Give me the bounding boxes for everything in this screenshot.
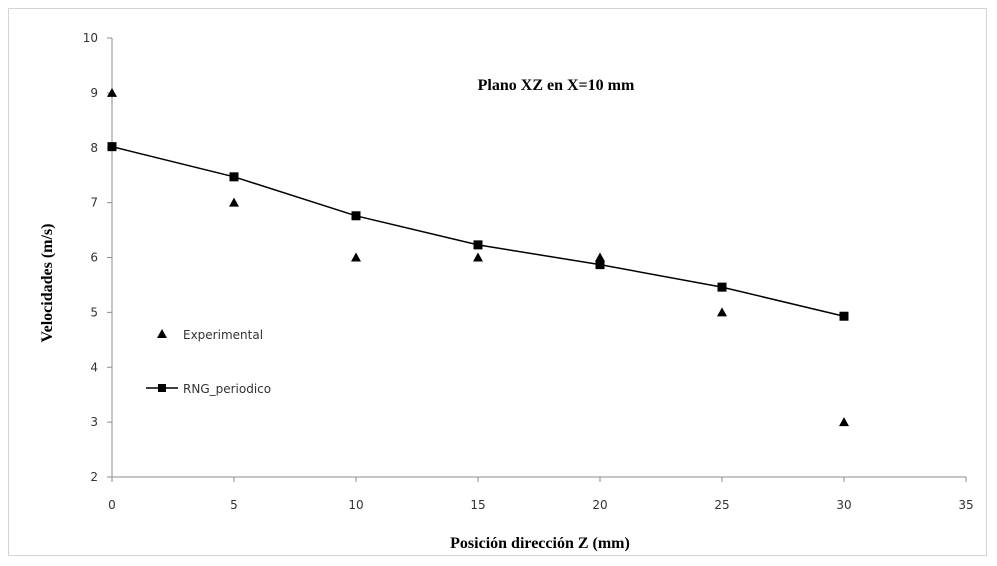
y-ticks: 2 3 4 5 6 7 8 9 10	[83, 31, 112, 484]
x-axis-label: Posición dirección Z (mm)	[450, 535, 630, 552]
data-point-triangle	[717, 307, 727, 317]
axes	[111, 38, 966, 478]
legend-item-rng-periodico: RNG_periodico	[146, 382, 271, 396]
y-tick-label: 8	[90, 141, 98, 155]
legend-triangle-icon	[157, 329, 167, 338]
x-tick-label: 0	[108, 498, 116, 512]
x-tick-label: 10	[348, 498, 363, 512]
series-line-rng-periodico	[111, 145, 845, 317]
data-point-triangle	[107, 87, 117, 97]
data-point-triangle	[351, 252, 361, 262]
data-point-triangle	[839, 417, 849, 427]
y-tick-label: 5	[90, 305, 98, 319]
x-ticks: 0 5 10 15 20 25 30 35	[108, 477, 974, 512]
data-point-square	[107, 142, 117, 152]
data-point-triangle	[595, 252, 605, 262]
data-point-triangle	[473, 252, 483, 262]
y-tick-label: 9	[90, 86, 98, 100]
data-point-square	[717, 282, 727, 292]
x-tick-label: 30	[836, 498, 851, 512]
y-tick-label: 4	[90, 360, 98, 374]
data-point-square	[229, 172, 239, 182]
data-point-square	[351, 211, 361, 221]
series-experimental	[107, 87, 849, 427]
chart-frame	[8, 8, 987, 556]
x-tick-label: 15	[470, 498, 485, 512]
data-point-square	[595, 260, 605, 270]
legend-label-rng-periodico: RNG_periodico	[183, 382, 271, 396]
series-rng-periodico	[107, 142, 849, 321]
legend-label-experimental: Experimental	[183, 328, 263, 342]
legend: Experimental RNG_periodico	[146, 328, 271, 396]
y-tick-label: 3	[90, 415, 98, 429]
chart-title: Plano XZ en X=10 mm	[478, 77, 635, 94]
x-tick-label: 25	[714, 498, 729, 512]
data-point-square	[839, 311, 849, 321]
data-point-square	[473, 240, 483, 250]
legend-item-experimental: Experimental	[157, 328, 263, 342]
y-axis-label: Velocidades (m/s)	[39, 224, 56, 343]
legend-square-icon	[158, 384, 166, 392]
series-layer	[107, 87, 849, 427]
y-tick-label: 10	[83, 31, 98, 45]
x-tick-label: 35	[958, 498, 973, 512]
x-tick-label: 20	[592, 498, 607, 512]
data-point-triangle	[229, 197, 239, 207]
y-tick-label: 2	[90, 470, 98, 484]
y-tick-label: 6	[90, 251, 98, 265]
y-tick-label: 7	[90, 196, 98, 210]
x-tick-label: 5	[230, 498, 238, 512]
